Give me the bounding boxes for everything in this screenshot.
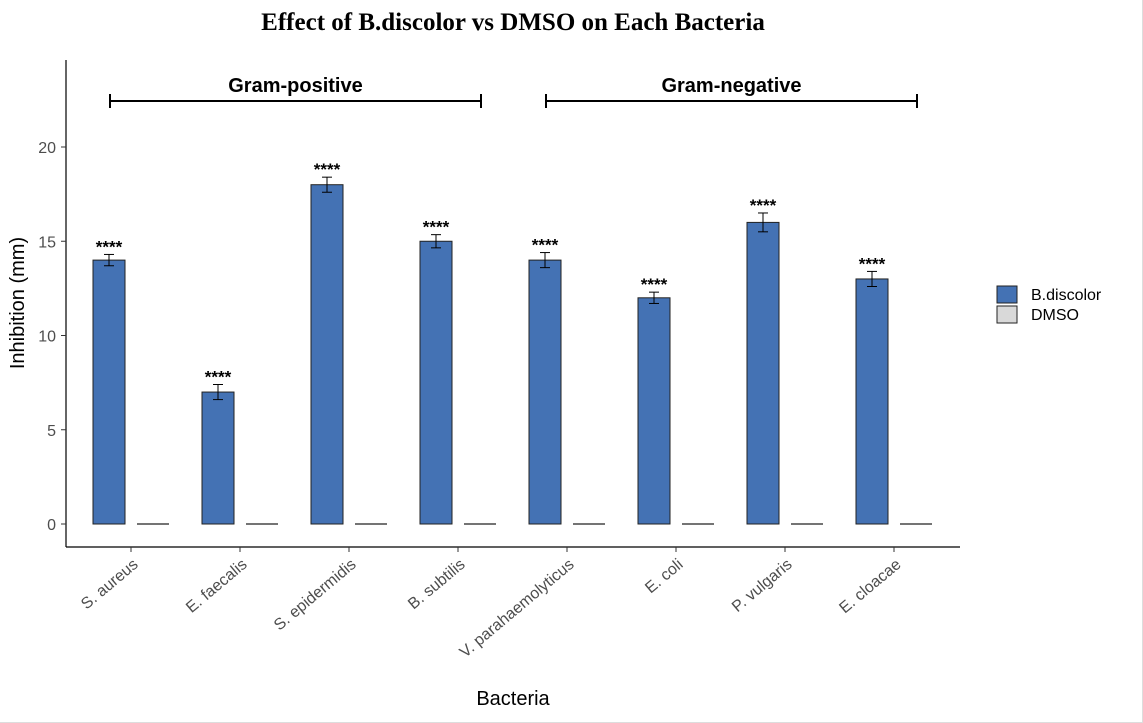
x-tick-label: V. parahaemolyticus [457, 556, 578, 661]
y-axis-label: Inhibition (mm) [7, 237, 29, 369]
significance-label: **** [96, 237, 123, 256]
chart-title: Effect of B.discolor vs DMSO on Each Bac… [261, 9, 765, 36]
group-label: Gram-positive [228, 75, 362, 97]
bar-bdiscolor [528, 259, 562, 525]
legend-label: B.discolor [1031, 287, 1102, 304]
bar-bdiscolor [310, 184, 344, 525]
bar-bdiscolor [92, 259, 126, 525]
x-tick-label: P. vulgaris [729, 556, 796, 616]
significance-label: **** [205, 368, 232, 387]
y-tick-label: 20 [38, 140, 56, 157]
x-tick-label: S. epidermidis [271, 556, 360, 634]
significance-label: **** [641, 275, 668, 294]
significance-label: **** [750, 196, 777, 215]
legend-swatch [996, 305, 1018, 324]
significance-label: **** [423, 218, 450, 237]
x-tick-label: E. coli [642, 556, 686, 597]
bar-bdiscolor [419, 240, 453, 525]
bar-bdiscolor [746, 221, 780, 525]
x-tick-label: E. cloacae [836, 556, 904, 617]
bar-bdiscolor [201, 391, 235, 525]
legend-label: DMSO [1031, 307, 1079, 324]
bar-bdiscolor [855, 278, 889, 525]
group-label: Gram-negative [661, 75, 801, 97]
legend-swatch [996, 285, 1018, 304]
x-tick-label: B. subtilis [405, 556, 468, 613]
significance-label: **** [532, 236, 559, 255]
x-tick-label: S. aureus [78, 556, 141, 613]
y-tick-label: 5 [47, 423, 56, 440]
y-tick-label: 10 [38, 329, 56, 346]
y-tick-label: 15 [38, 234, 56, 251]
bar-bdiscolor [637, 297, 671, 525]
y-tick-label: 0 [47, 517, 56, 534]
x-tick-label: E. faecalis [183, 556, 250, 616]
x-axis-label: Bacteria [476, 688, 550, 710]
significance-label: **** [859, 254, 886, 273]
significance-label: **** [314, 160, 341, 179]
legend: B.discolor DMSO [996, 285, 1102, 324]
